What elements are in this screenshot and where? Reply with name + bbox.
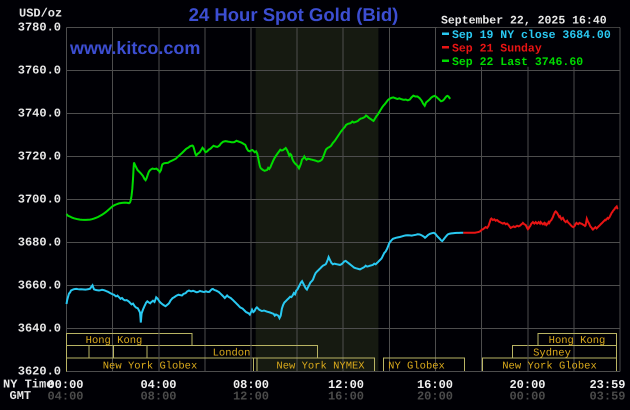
svg-text:3760.0: 3760.0 [18,64,61,78]
svg-text:Sep 21 Sunday: Sep 21 Sunday [452,43,542,56]
svg-text:Sydney: Sydney [533,347,571,359]
svg-text:Sep 19 NY close 3684.00: Sep 19 NY close 3684.00 [452,29,611,42]
svg-text:GMT: GMT [10,389,32,403]
svg-text:23:59: 23:59 [589,378,625,392]
svg-text:20:00: 20:00 [417,390,453,404]
svg-text:New York Globex: New York Globex [502,361,597,373]
svg-text:08:00: 08:00 [140,390,176,404]
svg-text:00:00: 00:00 [47,378,83,392]
svg-text:16:00: 16:00 [417,378,453,392]
svg-text:16:00: 16:00 [328,390,364,404]
svg-text:24 Hour Spot Gold (Bid): 24 Hour Spot Gold (Bid) [189,4,399,25]
svg-text:www.kitco.com: www.kitco.com [69,38,200,58]
svg-text:Hong Kong: Hong Kong [549,335,606,347]
svg-text:NY Globex: NY Globex [388,361,445,373]
svg-text:3700.0: 3700.0 [18,193,61,207]
svg-text:20:00: 20:00 [509,378,545,392]
svg-text:3640.0: 3640.0 [18,322,61,336]
svg-text:04:00: 04:00 [140,378,176,392]
svg-text:12:00: 12:00 [233,390,269,404]
svg-text:3720.0: 3720.0 [18,150,61,164]
svg-text:03:59: 03:59 [589,390,625,404]
svg-text:Sep 22 Last 3746.60: Sep 22 Last 3746.60 [452,56,583,69]
svg-text:Hong Kong: Hong Kong [86,335,143,347]
svg-text:New York Globex: New York Globex [103,361,198,373]
svg-text:04:00: 04:00 [47,390,83,404]
svg-text:08:00: 08:00 [233,378,269,392]
svg-text:3680.0: 3680.0 [18,236,61,250]
svg-text:London: London [213,347,251,359]
svg-text:3620.0: 3620.0 [18,365,61,379]
svg-text:00:00: 00:00 [509,390,545,404]
svg-text:NY Time: NY Time [3,378,53,392]
svg-text:USD/oz: USD/oz [19,7,62,21]
svg-text:3740.0: 3740.0 [18,107,61,121]
svg-text:September 22, 2025 16:40: September 22, 2025 16:40 [441,15,607,28]
svg-text:12:00: 12:00 [328,378,364,392]
svg-text:New York NYMEX: New York NYMEX [276,361,365,373]
svg-text:3780.0: 3780.0 [18,21,61,35]
svg-text:3660.0: 3660.0 [18,279,61,293]
